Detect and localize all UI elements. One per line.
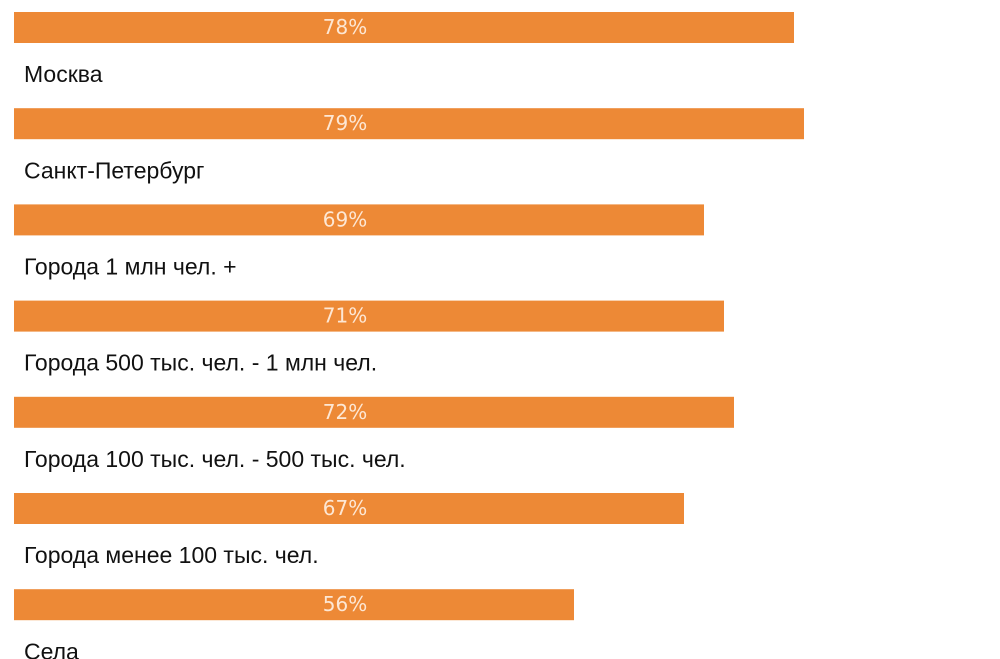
bar — [14, 493, 684, 524]
bar-value-label: 79% — [323, 111, 367, 135]
category-label: Города 1 млн чел. + — [24, 253, 237, 279]
category-label: Города менее 100 тыс. чел. — [24, 542, 319, 568]
bar-value-label: 56% — [323, 592, 367, 616]
bar-value-label: 67% — [323, 496, 367, 520]
bar-value-label: 72% — [323, 400, 367, 424]
category-label: Города 500 тыс. чел. - 1 млн чел. — [24, 350, 377, 376]
bar — [14, 300, 724, 332]
bar — [14, 204, 704, 236]
bar — [14, 589, 574, 621]
bar-value-label: 71% — [323, 304, 367, 328]
bar-value-label: 78% — [323, 15, 367, 39]
category-label: Москва — [24, 61, 103, 87]
category-label: Села — [24, 638, 79, 659]
bar-value-label: 69% — [323, 207, 367, 231]
category-label: Санкт-Петербург — [24, 157, 204, 183]
category-label: Города 100 тыс. чел. - 500 тыс. чел. — [24, 446, 406, 472]
bar — [14, 12, 794, 43]
bar — [14, 108, 804, 140]
bar — [14, 396, 734, 428]
